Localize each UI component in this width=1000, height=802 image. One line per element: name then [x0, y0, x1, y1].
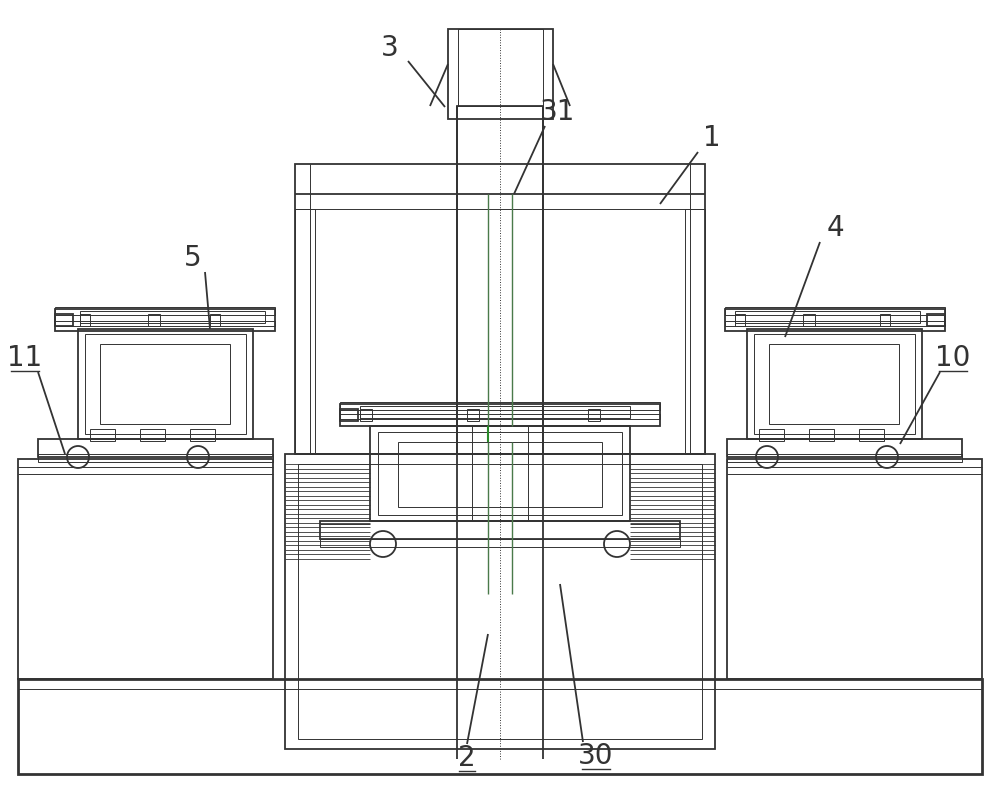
Bar [295, 210, 315, 455]
Bar [759, 429, 784, 441]
Text: 3: 3 [381, 34, 399, 62]
Text: 4: 4 [826, 214, 844, 241]
Bar [80, 314, 90, 326]
Bar [727, 460, 982, 679]
Bar [320, 521, 680, 539]
Bar [210, 314, 220, 326]
Bar [360, 407, 630, 419]
Bar [148, 314, 160, 326]
Bar [727, 455, 962, 463]
Bar [100, 345, 230, 424]
Bar [803, 314, 815, 326]
Bar [340, 404, 660, 427]
Bar [55, 322, 275, 326]
Bar [340, 403, 660, 411]
Bar [747, 330, 922, 439]
Bar [55, 314, 73, 326]
Bar [448, 30, 553, 119]
Bar [725, 308, 945, 316]
Bar [360, 410, 372, 422]
Bar [55, 308, 275, 316]
Bar [725, 310, 945, 331]
Bar [378, 432, 622, 516]
Bar [754, 334, 915, 435]
Bar [735, 314, 745, 326]
Bar [190, 429, 215, 441]
Bar [927, 314, 945, 326]
Bar [38, 439, 273, 457]
Text: 5: 5 [184, 244, 202, 272]
Bar [472, 427, 528, 521]
Bar [320, 539, 680, 547]
Bar [769, 345, 899, 424]
Bar [90, 429, 115, 441]
Text: 2: 2 [458, 743, 476, 771]
Bar [78, 330, 253, 439]
Bar [398, 443, 602, 508]
Bar [285, 455, 715, 749]
Bar [685, 210, 705, 455]
Bar [370, 427, 630, 521]
Bar [80, 312, 265, 323]
Bar [340, 410, 358, 422]
Text: 31: 31 [540, 98, 576, 126]
Bar [55, 310, 275, 331]
Bar [38, 455, 273, 463]
Bar [809, 429, 834, 441]
Bar [85, 334, 246, 435]
Text: 30: 30 [578, 741, 614, 769]
Bar [18, 460, 273, 679]
Bar [140, 429, 165, 441]
Bar [880, 314, 890, 326]
Bar [735, 312, 920, 323]
Bar [467, 410, 479, 422]
Bar [859, 429, 884, 441]
Bar [457, 107, 543, 455]
Bar [295, 164, 705, 455]
Bar [18, 679, 982, 774]
Bar [340, 415, 660, 419]
Bar [588, 410, 600, 422]
Text: 11: 11 [7, 343, 43, 371]
Text: 1: 1 [703, 124, 721, 152]
Bar [725, 322, 945, 326]
Bar [298, 464, 702, 739]
Bar [458, 30, 543, 107]
Text: 10: 10 [935, 343, 971, 371]
Bar [727, 439, 962, 457]
